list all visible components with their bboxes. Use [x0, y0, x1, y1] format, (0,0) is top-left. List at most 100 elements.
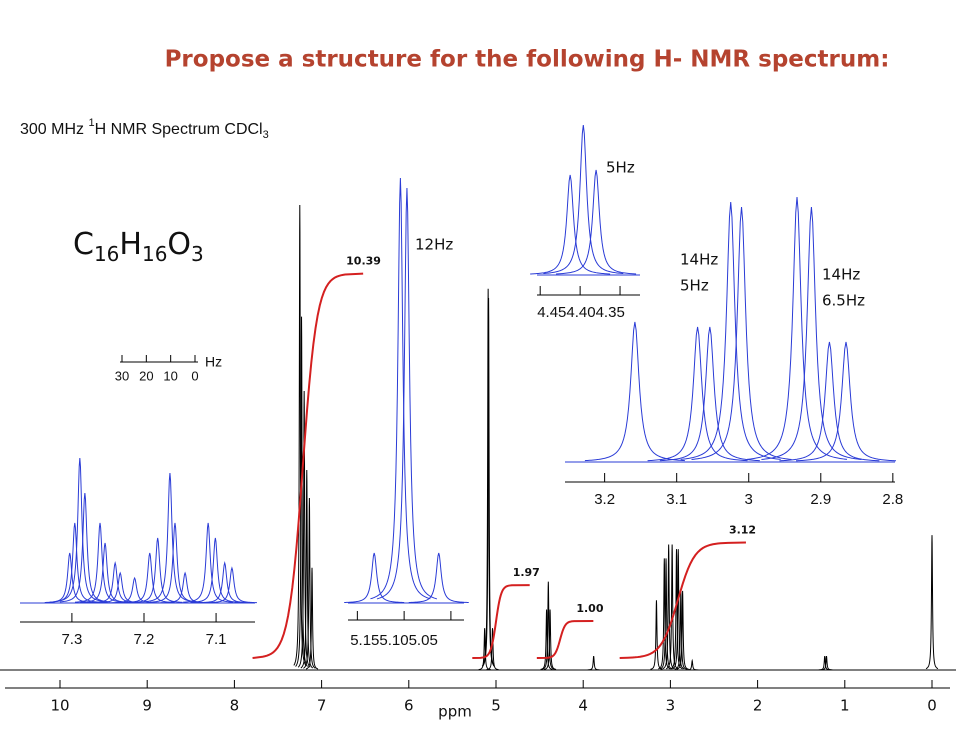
formula-sub: 16 — [94, 242, 119, 266]
formula-sub: 3 — [191, 242, 204, 266]
x-tick-label: 0 — [927, 697, 937, 715]
inset-peak — [680, 201, 781, 460]
spectrum-label: 300 MHz 1H NMR Spectrum CDCl3 — [20, 117, 269, 141]
integral-label: 1.97 — [513, 566, 540, 579]
inset-peak — [132, 537, 183, 603]
inset-tick-label: 3.1 — [666, 491, 687, 508]
peak — [486, 628, 499, 671]
inset-axis-label: 5.155.105.05 — [350, 632, 438, 649]
inset-peak — [54, 457, 105, 603]
peak — [820, 655, 833, 671]
integral-curve — [619, 541, 746, 659]
inset-peak — [584, 321, 685, 462]
formula: C16H16O3 — [73, 227, 204, 266]
inset-tick-label: 2.9 — [810, 491, 831, 508]
peak — [543, 609, 557, 670]
formula-part: O — [167, 227, 191, 262]
x-tick-label: 3 — [666, 697, 676, 715]
peak — [478, 628, 491, 671]
peak — [676, 590, 689, 670]
title: Propose a structure for the following H-… — [165, 47, 890, 73]
peak — [587, 655, 600, 671]
formula-part: C — [73, 227, 94, 262]
inset-peak — [370, 177, 431, 600]
integral-label: 1.00 — [576, 602, 603, 615]
inset-peak — [199, 561, 250, 604]
inset-peak — [530, 174, 611, 275]
formula-sub: 16 — [142, 242, 167, 266]
coupling-note: 5Hz — [680, 277, 709, 295]
inset-peak — [149, 522, 201, 603]
x-tick-label: 9 — [142, 697, 152, 715]
coupling-note: 12Hz — [415, 236, 453, 254]
inset-peak — [144, 472, 195, 603]
inset-peak — [779, 341, 880, 462]
peak — [300, 470, 314, 669]
x-tick-label: 1 — [840, 697, 850, 715]
hz-tick-label: 20 — [139, 368, 153, 383]
inset-axis-label: 4.454.404.35 — [537, 304, 625, 321]
peak — [482, 297, 495, 667]
inset-peak — [659, 326, 760, 462]
x-tick-label: 10 — [50, 697, 69, 715]
inset-peak — [408, 552, 469, 603]
inset-peak — [647, 326, 748, 462]
integral-curve — [472, 584, 530, 659]
x-tick-label: 2 — [753, 697, 763, 715]
inset-tick-label: 3 — [745, 491, 753, 508]
peak — [650, 600, 663, 670]
x-tick-label: 7 — [317, 697, 327, 715]
peak — [542, 581, 555, 670]
inset-peak — [543, 124, 624, 275]
peak — [672, 549, 685, 670]
integral-curve — [252, 272, 364, 659]
integral-label: 10.39 — [346, 255, 381, 268]
inset-tick-label: 2.8 — [882, 491, 903, 508]
inset-peak — [190, 537, 241, 603]
formula-part: H — [119, 227, 142, 262]
integral-label: 3.12 — [729, 524, 756, 537]
peak — [686, 658, 699, 671]
inset-tick-label: 7.2 — [134, 631, 155, 648]
peak — [659, 558, 673, 670]
peak — [295, 316, 308, 667]
inset-peak — [59, 492, 110, 603]
x-tick-label: 5 — [491, 697, 501, 715]
label-part: H NMR Spectrum CDCl — [95, 121, 263, 138]
inset-peak — [556, 169, 637, 275]
inset-tick-label: 7.3 — [61, 631, 82, 648]
hz-unit: Hz — [205, 354, 222, 370]
hz-tick-label: 30 — [115, 368, 129, 383]
inset-tick-label: 3.2 — [594, 491, 615, 508]
inset-peak — [95, 571, 146, 604]
integral-curve — [536, 620, 594, 659]
x-tick-label: 6 — [404, 697, 414, 715]
peak — [670, 549, 683, 670]
inset-tick-label: 7.1 — [206, 631, 227, 648]
inset-peak — [206, 566, 257, 604]
x-axis-label: ppm — [438, 703, 472, 721]
x-tick-label: 8 — [230, 697, 240, 715]
inset-peak — [344, 552, 405, 603]
inset-peak — [691, 206, 792, 460]
peak — [305, 567, 319, 670]
inset-peak — [376, 187, 438, 600]
peak — [297, 390, 311, 668]
inset-peak — [746, 196, 848, 460]
peak — [925, 535, 939, 670]
inset-peak — [183, 522, 234, 603]
label-sub: 3 — [263, 129, 269, 141]
label-sup: 1 — [88, 117, 94, 129]
hz-tick-label: 0 — [191, 368, 198, 383]
label-part: 300 MHz — [20, 121, 88, 138]
hz-tick-label: 10 — [163, 368, 177, 383]
coupling-note: 5Hz — [606, 159, 635, 177]
coupling-note: 14Hz — [680, 251, 718, 269]
peak — [665, 544, 679, 670]
inset-peak — [761, 206, 862, 460]
inset-peak — [74, 522, 126, 603]
inset-peak — [795, 341, 897, 462]
x-tick-label: 4 — [578, 697, 588, 715]
peak — [303, 497, 316, 669]
